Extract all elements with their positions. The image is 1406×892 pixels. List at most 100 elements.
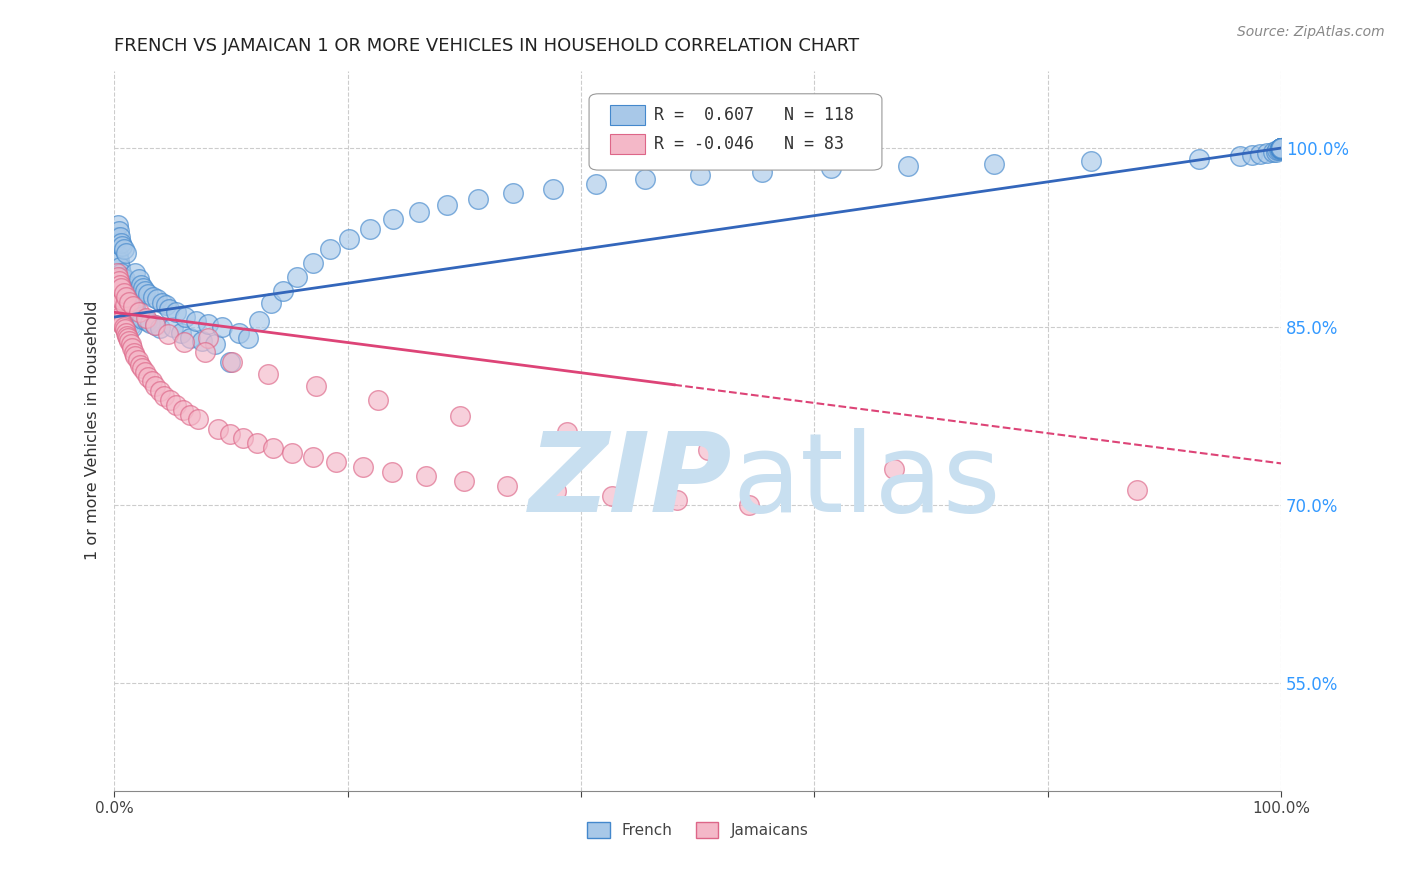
Point bbox=[110, 281, 132, 295]
Point bbox=[436, 198, 458, 212]
Point bbox=[179, 331, 201, 345]
Point bbox=[218, 355, 240, 369]
Point bbox=[1270, 141, 1292, 155]
Point bbox=[110, 266, 132, 280]
Point bbox=[139, 316, 162, 330]
Point bbox=[1270, 141, 1292, 155]
Point bbox=[115, 310, 138, 324]
Point bbox=[173, 334, 195, 349]
Point bbox=[114, 272, 136, 286]
Point bbox=[305, 379, 328, 393]
Point bbox=[118, 334, 141, 348]
Point bbox=[415, 469, 437, 483]
Point bbox=[121, 293, 143, 308]
Point bbox=[112, 286, 135, 301]
Point bbox=[367, 393, 389, 408]
Point bbox=[211, 319, 233, 334]
Point bbox=[1270, 141, 1292, 155]
Point bbox=[381, 465, 404, 479]
Point bbox=[287, 269, 309, 284]
Point bbox=[1249, 147, 1271, 161]
Point bbox=[129, 277, 152, 292]
Point bbox=[124, 301, 146, 315]
Point bbox=[1270, 142, 1292, 156]
Point bbox=[128, 305, 150, 319]
Point bbox=[112, 242, 135, 256]
Text: ZIP: ZIP bbox=[529, 427, 733, 534]
Point bbox=[1229, 149, 1251, 163]
Point bbox=[121, 290, 143, 304]
Y-axis label: 1 or more Vehicles in Household: 1 or more Vehicles in Household bbox=[86, 301, 100, 560]
Point bbox=[1240, 148, 1263, 162]
Point bbox=[449, 409, 471, 423]
Point bbox=[546, 483, 568, 498]
Point bbox=[135, 311, 157, 326]
Text: atlas: atlas bbox=[733, 427, 1001, 534]
Point bbox=[325, 455, 347, 469]
Point bbox=[134, 284, 156, 298]
Point bbox=[127, 308, 149, 322]
Point bbox=[496, 479, 519, 493]
Point bbox=[1126, 483, 1149, 497]
Point bbox=[1270, 141, 1292, 155]
Point bbox=[107, 277, 129, 292]
Point bbox=[541, 181, 564, 195]
Point bbox=[1270, 141, 1292, 155]
Point bbox=[146, 292, 169, 306]
Point bbox=[104, 284, 127, 298]
Point bbox=[108, 274, 131, 288]
Point bbox=[467, 192, 489, 206]
Point bbox=[132, 281, 155, 295]
Point bbox=[114, 308, 136, 322]
Point bbox=[352, 459, 374, 474]
Point bbox=[112, 319, 135, 334]
Point bbox=[204, 337, 226, 351]
Point bbox=[107, 269, 129, 284]
Point bbox=[983, 156, 1005, 170]
Point bbox=[110, 290, 132, 304]
Point bbox=[1270, 141, 1292, 155]
Point bbox=[122, 297, 145, 311]
Point bbox=[131, 312, 153, 326]
Point bbox=[207, 422, 229, 436]
Point bbox=[197, 317, 219, 331]
Point bbox=[111, 317, 134, 331]
Point bbox=[156, 326, 179, 341]
Text: Source: ZipAtlas.com: Source: ZipAtlas.com bbox=[1237, 25, 1385, 39]
Point bbox=[121, 299, 143, 313]
Legend: French, Jamaicans: French, Jamaicans bbox=[581, 816, 814, 844]
Point bbox=[105, 272, 128, 286]
Point bbox=[280, 445, 302, 459]
Point bbox=[121, 319, 143, 334]
Point bbox=[143, 379, 166, 393]
Point bbox=[170, 326, 193, 340]
Point bbox=[1256, 145, 1278, 160]
Text: FRENCH VS JAMAICAN 1 OR MORE VEHICLES IN HOUSEHOLD CORRELATION CHART: FRENCH VS JAMAICAN 1 OR MORE VEHICLES IN… bbox=[114, 37, 859, 55]
Point bbox=[1265, 145, 1288, 159]
Point bbox=[108, 260, 131, 274]
Point bbox=[108, 277, 131, 292]
Point bbox=[337, 231, 360, 245]
Point bbox=[114, 322, 136, 336]
Point bbox=[1267, 144, 1289, 158]
Point bbox=[1270, 141, 1292, 155]
Point bbox=[1080, 154, 1102, 169]
Point bbox=[1270, 141, 1292, 155]
Point bbox=[122, 345, 145, 359]
Point bbox=[108, 286, 131, 301]
Point bbox=[114, 298, 136, 312]
Point bbox=[174, 310, 197, 324]
Point bbox=[110, 298, 132, 312]
Point bbox=[738, 498, 761, 512]
Point bbox=[110, 236, 132, 251]
Point bbox=[115, 312, 138, 326]
Point bbox=[136, 287, 159, 301]
Point bbox=[115, 277, 138, 292]
Point bbox=[257, 367, 280, 381]
Point bbox=[218, 426, 240, 441]
Point bbox=[108, 254, 131, 268]
Point bbox=[190, 334, 212, 348]
Point bbox=[187, 412, 209, 426]
Point bbox=[117, 313, 139, 327]
Point bbox=[1261, 145, 1284, 159]
